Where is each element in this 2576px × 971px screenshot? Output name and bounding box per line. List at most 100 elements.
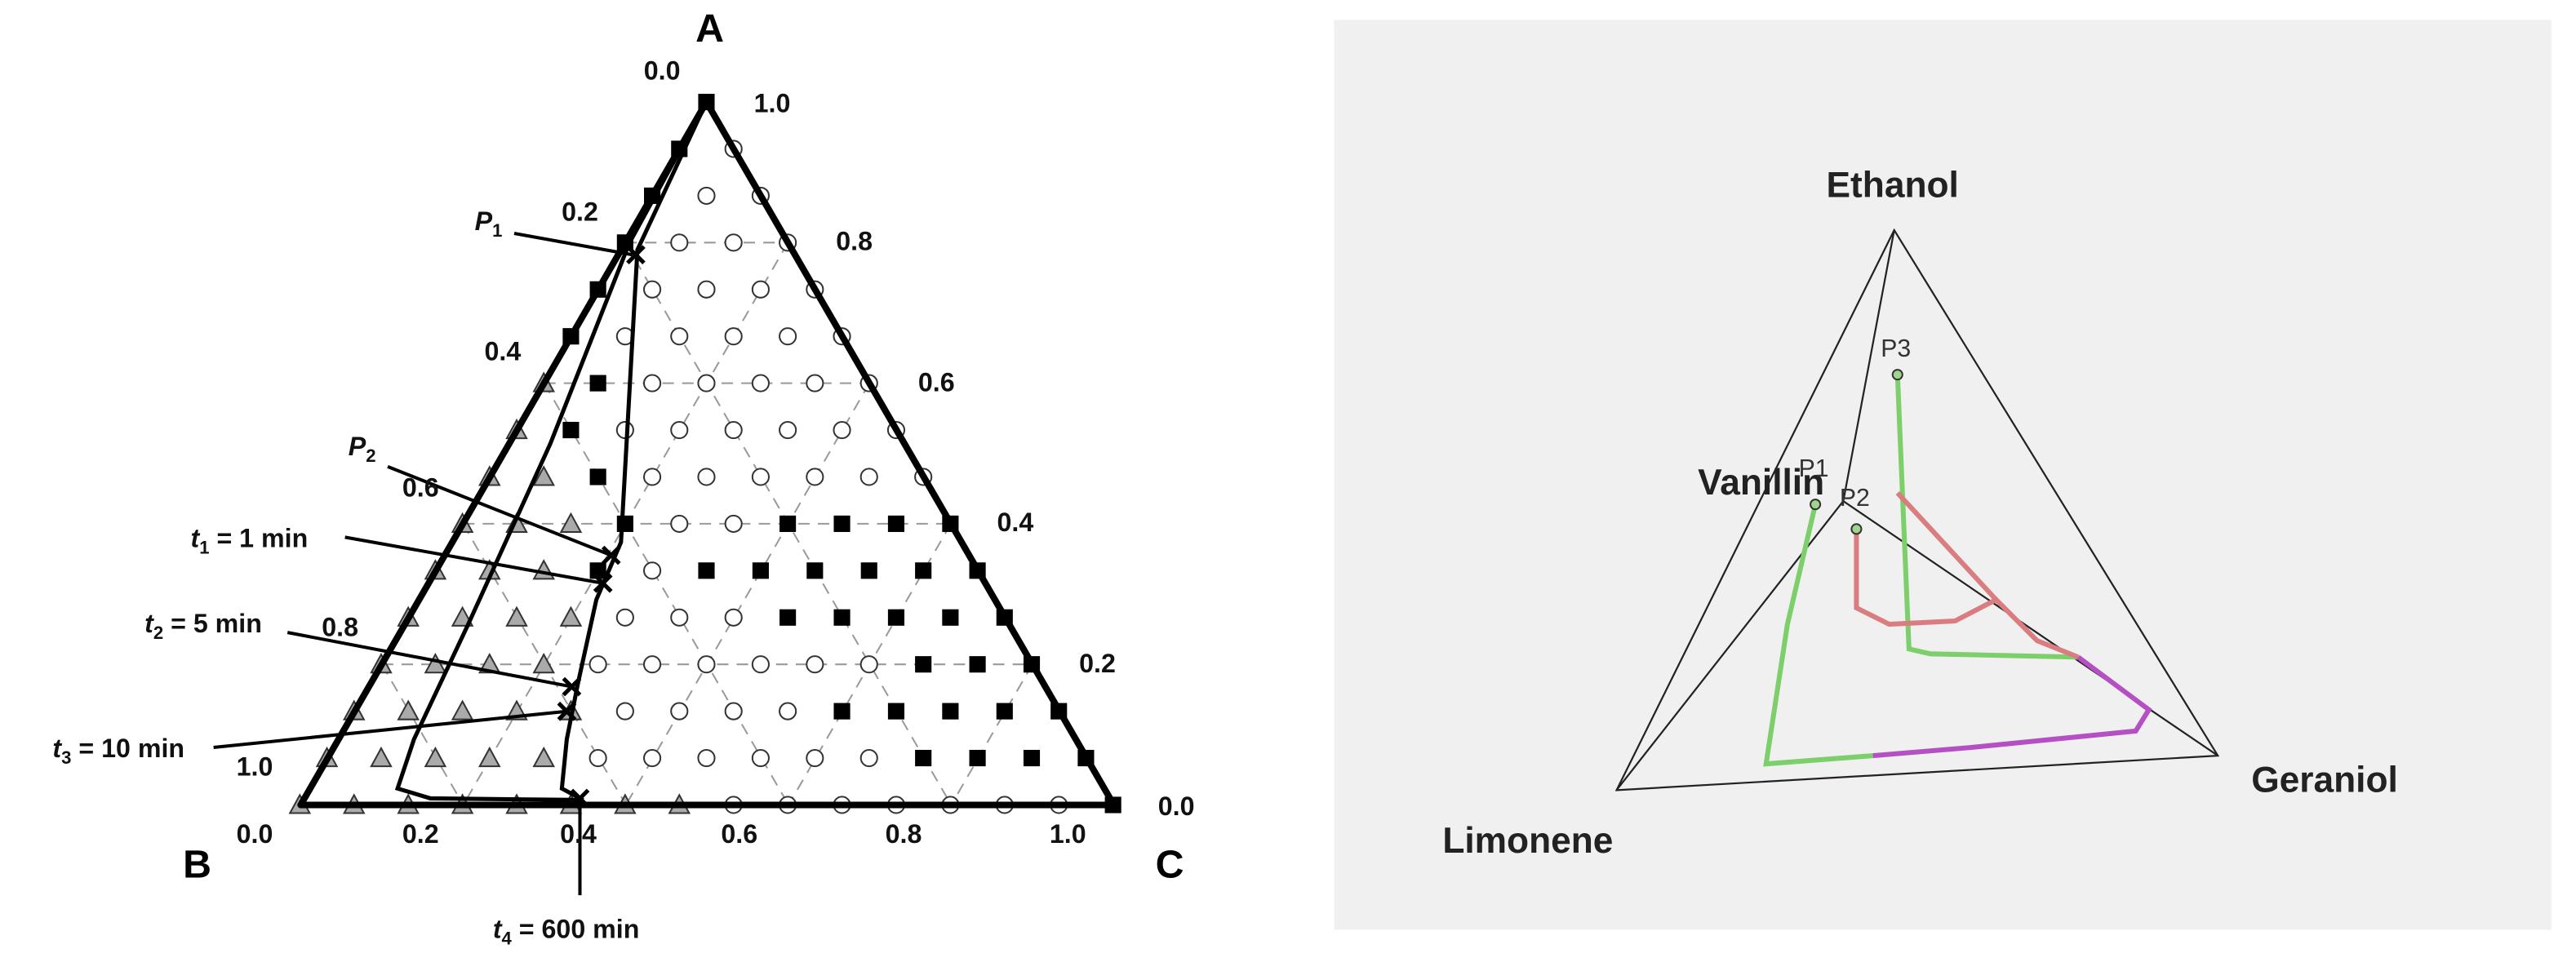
marker-circle xyxy=(806,748,824,768)
marker-triangle xyxy=(532,465,555,486)
axis-label: 0.4 xyxy=(560,819,597,849)
vertex-label: Vanillin xyxy=(1698,463,1824,503)
vertex-label: Geraniol xyxy=(2251,760,2398,800)
point xyxy=(1810,499,1822,511)
marker-circle xyxy=(724,327,743,346)
marker-circle xyxy=(670,327,689,346)
panel-background xyxy=(1334,20,2552,930)
marker-square xyxy=(887,703,905,720)
right-diagram: Ethanol Limonene Geraniol Vanillin P1 P2… xyxy=(1334,20,2552,930)
axis-label: 0.0 xyxy=(644,55,681,85)
marker-circle xyxy=(588,748,607,768)
marker-circle xyxy=(833,420,851,440)
grid-line xyxy=(624,383,871,805)
marker-circle xyxy=(724,514,743,533)
trajectory xyxy=(1854,529,2080,660)
annotation: P1 xyxy=(475,206,503,241)
axis-label: 0.0 xyxy=(1158,791,1195,821)
left-diagram: 0.0 0.2 0.4 0.6 0.8 1.0 1.0 0.8 0.6 0.4 0.2 0.0 0.0 0… xyxy=(52,7,1194,948)
marker-circle xyxy=(751,280,770,299)
marker-square xyxy=(589,375,606,392)
marker-circle xyxy=(724,608,743,627)
cross-marker xyxy=(570,788,590,809)
subscript: 4 xyxy=(502,929,513,949)
axis-label: 0.8 xyxy=(886,819,922,849)
marker-circle xyxy=(670,233,689,252)
axis-label: 1.0 xyxy=(237,752,273,782)
vertex-label: Ethanol xyxy=(1827,166,1959,206)
marker-circle xyxy=(670,420,689,440)
marker-triangle xyxy=(478,746,501,768)
marker-triangle xyxy=(532,746,555,768)
marker-circle xyxy=(697,748,716,768)
symbol: P xyxy=(349,432,366,461)
subscript: 2 xyxy=(366,446,375,466)
marker-square xyxy=(915,562,932,579)
marker-circle xyxy=(779,702,797,720)
grid-line xyxy=(380,663,464,805)
text: = 5 min xyxy=(163,609,262,638)
text: = 10 min xyxy=(71,734,184,763)
marker-square xyxy=(779,515,797,532)
symbol: P xyxy=(475,206,493,236)
annotation: t1 = 1 min xyxy=(190,523,308,557)
trajectories xyxy=(1763,375,2152,767)
axis-label: 0.8 xyxy=(322,613,358,642)
text: = 600 min xyxy=(512,915,640,944)
trajectory xyxy=(1763,503,1873,767)
marker-square xyxy=(969,749,986,767)
marker-square xyxy=(833,703,851,720)
symbol: t xyxy=(493,915,503,944)
marker-circle xyxy=(615,608,634,627)
marker-circle xyxy=(806,655,824,674)
axis-label: 1.0 xyxy=(1050,819,1086,849)
marker-circle xyxy=(697,374,716,392)
marker-circle xyxy=(642,655,662,674)
marker-square xyxy=(942,703,959,720)
point-label: P3 xyxy=(1881,335,1911,362)
boundary-curve xyxy=(394,100,708,802)
marker-circle xyxy=(615,702,634,720)
marker-circle xyxy=(697,468,716,486)
vertex-label: Limonene xyxy=(1442,821,1613,861)
subscript: 1 xyxy=(199,538,209,558)
marker-triangle xyxy=(397,699,420,720)
edge xyxy=(1614,228,2220,791)
marker-circle xyxy=(670,608,689,627)
symbol: t xyxy=(144,609,154,638)
marker-circle xyxy=(697,280,716,299)
annotation: t4 = 600 min xyxy=(493,915,640,949)
marker-square xyxy=(996,703,1013,720)
grid-line xyxy=(950,663,1033,805)
leader-line xyxy=(344,535,604,585)
marker-circle xyxy=(806,374,824,392)
marker-circle xyxy=(751,655,770,674)
marker-square xyxy=(942,609,959,626)
axis-label: 0.2 xyxy=(562,197,598,226)
marker-circle xyxy=(859,655,878,674)
axis-label: 0.6 xyxy=(402,473,439,503)
marker-triangle xyxy=(424,746,447,768)
marker-circle xyxy=(670,702,689,720)
marker-circle xyxy=(779,327,797,346)
marker-square xyxy=(833,515,851,532)
marker-circle xyxy=(859,748,878,768)
subscript: 1 xyxy=(492,220,502,241)
axis-label: 0.4 xyxy=(485,336,522,366)
axis-label: 0.6 xyxy=(918,368,955,397)
leader-line xyxy=(286,631,572,689)
marker-square xyxy=(779,609,797,626)
text: = 1 min xyxy=(210,523,309,552)
trajectory xyxy=(1894,375,2079,660)
marker-circle xyxy=(751,468,770,486)
grid-line xyxy=(543,383,789,805)
leader-line xyxy=(213,709,567,750)
axis-label: 0.2 xyxy=(1079,649,1116,678)
marker-square xyxy=(1023,749,1041,767)
trajectory xyxy=(1872,654,2152,759)
marker-square xyxy=(887,609,905,626)
marker-square xyxy=(806,562,824,579)
trajectory xyxy=(1895,491,1998,601)
marker-circle xyxy=(642,561,662,580)
